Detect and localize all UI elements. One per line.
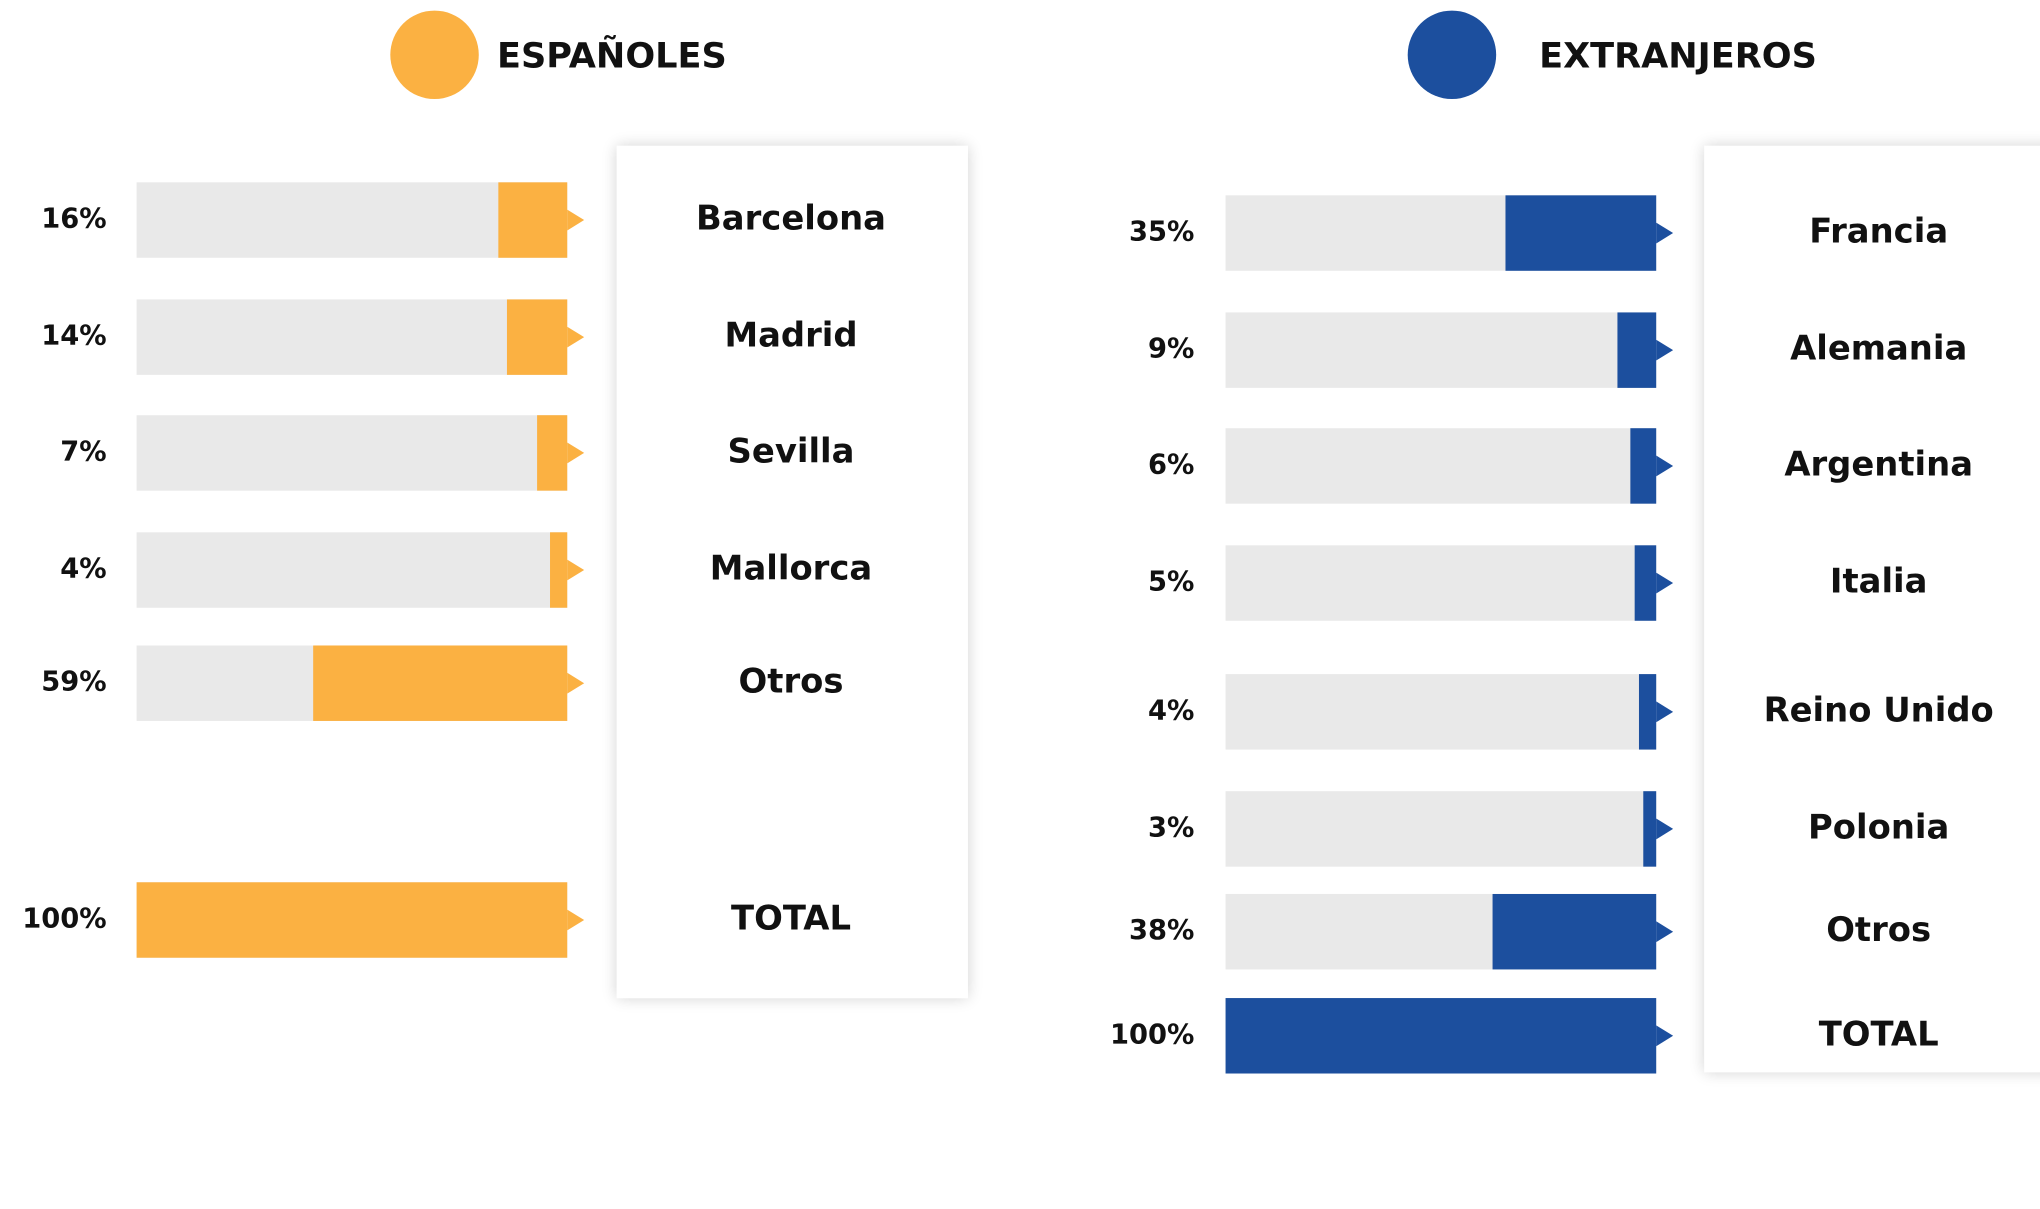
category-label: Madrid <box>724 316 857 355</box>
bar <box>136 882 568 958</box>
bar-arrow <box>1656 1025 1674 1047</box>
bar-arrow <box>567 559 585 581</box>
category-label: Francia <box>1809 212 1948 251</box>
bar <box>1505 195 1657 271</box>
legend-swatch <box>390 10 479 100</box>
category-label: Mallorca <box>710 549 872 588</box>
bar <box>1630 428 1657 504</box>
value-label: 16% <box>41 204 106 235</box>
value-label: 6% <box>1148 449 1194 480</box>
value-label: 5% <box>1148 567 1194 598</box>
bar <box>1225 998 1657 1074</box>
value-label: 9% <box>1148 334 1194 365</box>
value-label: 7% <box>60 436 106 467</box>
bar-arrow <box>1656 572 1674 594</box>
bar-track <box>1225 674 1657 750</box>
category-label: Reino Unido <box>1764 690 1994 729</box>
bar-arrow <box>1656 921 1674 943</box>
bar-track <box>1225 312 1657 388</box>
category-label: Polonia <box>1808 807 1949 846</box>
value-label: 4% <box>1148 695 1194 726</box>
value-label: 35% <box>1129 217 1194 248</box>
bar-track <box>1225 545 1657 621</box>
bar <box>1638 674 1657 750</box>
category-label: Italia <box>1830 562 1928 601</box>
bar-arrow <box>1656 818 1674 840</box>
category-label: Otros <box>739 662 844 701</box>
bar-arrow <box>1656 339 1674 361</box>
bar-arrow <box>567 442 585 464</box>
bar-arrow <box>567 909 585 931</box>
chart-title: EXTRANJEROS <box>1539 35 1817 76</box>
bar <box>498 182 568 258</box>
bar-arrow <box>567 326 585 348</box>
value-label: 59% <box>41 667 106 698</box>
legend-swatch <box>1407 10 1497 100</box>
category-label: Barcelona <box>696 199 886 238</box>
bar-arrow <box>1656 701 1674 723</box>
category-label: TOTAL <box>1819 1014 1939 1053</box>
bar-track <box>136 299 568 375</box>
category-label: Alemania <box>1790 329 1967 368</box>
label-panel <box>1704 145 2040 1073</box>
bar-track <box>1225 791 1657 867</box>
bar-track <box>1225 428 1657 504</box>
bar <box>506 299 568 375</box>
bar <box>1492 893 1657 970</box>
chart-title: ESPAÑOLES <box>497 34 727 76</box>
bar-track <box>136 182 568 258</box>
category-label: TOTAL <box>731 898 851 937</box>
bar-arrow <box>567 209 585 231</box>
bar-arrow <box>1656 455 1674 477</box>
category-label: Argentina <box>1784 444 1973 483</box>
bar <box>1617 312 1657 388</box>
value-label: 4% <box>60 554 106 585</box>
value-label: 3% <box>1148 812 1194 843</box>
bar <box>550 532 568 608</box>
bar-arrow <box>1656 222 1674 244</box>
category-label: Sevilla <box>728 431 855 470</box>
bar-track <box>136 415 568 491</box>
bar <box>1634 545 1657 621</box>
value-label: 100% <box>1110 1019 1194 1050</box>
category-label: Otros <box>1826 910 1931 949</box>
value-label: 14% <box>41 321 106 352</box>
bar <box>1643 791 1657 867</box>
bar <box>313 645 568 721</box>
value-label: 100% <box>22 903 106 934</box>
label-panel <box>616 145 968 999</box>
bar <box>537 415 568 491</box>
bar-arrow <box>567 672 585 694</box>
value-label: 38% <box>1129 915 1194 946</box>
bar-track <box>136 532 568 608</box>
